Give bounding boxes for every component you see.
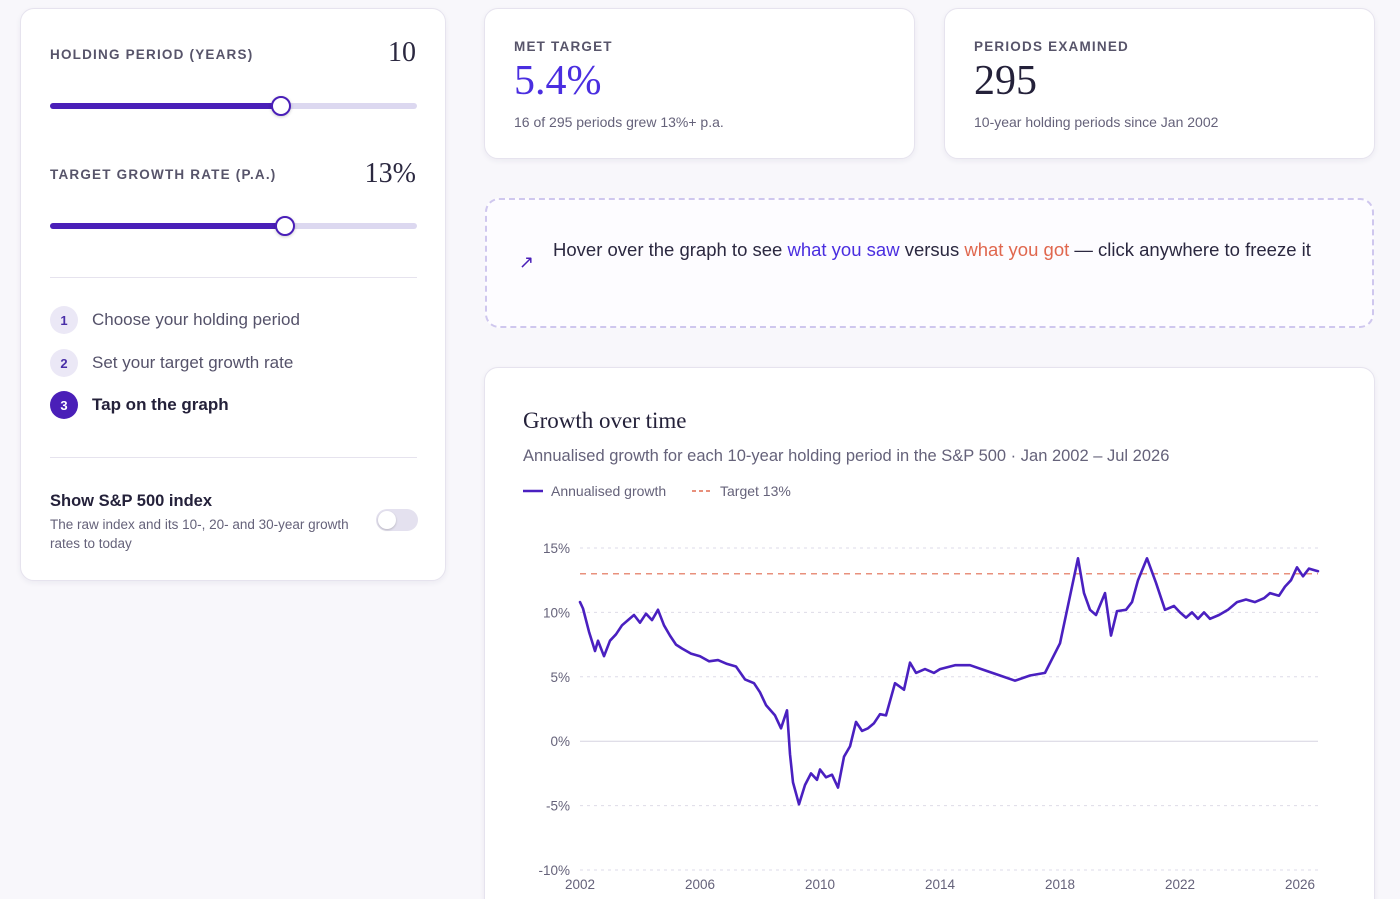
legend-swatch-target bbox=[692, 490, 712, 492]
sp500-index-toggle[interactable] bbox=[376, 509, 418, 531]
divider bbox=[50, 457, 417, 458]
periods-examined-card: PERIODS EXAMINED 295 10-year holding per… bbox=[944, 8, 1375, 159]
target-rate-label: TARGET GROWTH RATE (P.A.) bbox=[50, 167, 277, 182]
chart-title: Growth over time bbox=[523, 408, 687, 433]
hover-hint-text: Hover over the graph to see what you saw… bbox=[553, 236, 1343, 264]
step-label: Tap on the graph bbox=[92, 395, 229, 414]
met-target-card: MET TARGET 5.4% 16 of 295 periods grew 1… bbox=[484, 8, 915, 159]
x-tick-label: 2014 bbox=[925, 877, 956, 892]
divider bbox=[50, 277, 417, 278]
step-number: 3 bbox=[50, 391, 78, 419]
legend-label-target: Target 13% bbox=[720, 483, 791, 499]
growth-chart-card: Growth over time Annualised growth for e… bbox=[484, 367, 1375, 899]
x-tick-label: 2018 bbox=[1045, 877, 1075, 892]
step-set-target-rate: 2 Set your target growth rate bbox=[50, 349, 293, 377]
x-tick-label: 2002 bbox=[565, 877, 595, 892]
x-tick-label: 2010 bbox=[805, 877, 835, 892]
step-label: Choose your holding period bbox=[92, 310, 300, 329]
growth-chart[interactable]: 15% 10% 5% 0% -5% -10%2002 2006 2010 2014 2018 202… bbox=[485, 368, 1376, 898]
holding-period-label: HOLDING PERIOD (YEARS) bbox=[50, 47, 254, 62]
y-tick-label: 5% bbox=[550, 670, 570, 685]
holding-period-thumb[interactable] bbox=[271, 96, 292, 116]
hint-text-post: — click anywhere to freeze it bbox=[1069, 239, 1311, 260]
sp500-toggle-title: Show S&P 500 index bbox=[50, 492, 213, 510]
hint-what-you-got: what you got bbox=[964, 239, 1070, 260]
step-number: 2 bbox=[50, 349, 78, 377]
legend-label-growth: Annualised growth bbox=[551, 483, 667, 499]
periods-examined-value: 295 bbox=[974, 58, 1037, 104]
hover-hint-box: ↗ Hover over the graph to see what you s… bbox=[485, 198, 1374, 328]
y-tick-label: 15% bbox=[543, 541, 570, 556]
y-tick-label: -5% bbox=[546, 799, 570, 814]
chart-subtitle: Annualised growth for each 10-year holdi… bbox=[523, 447, 1170, 465]
step-label: Set your target growth rate bbox=[92, 353, 294, 372]
holding-period-fill bbox=[50, 103, 282, 109]
target-rate-value: 13% bbox=[364, 158, 416, 189]
toggle-knob bbox=[378, 511, 396, 529]
x-tick-label: 2022 bbox=[1165, 877, 1195, 892]
hint-text-mid: versus bbox=[899, 239, 965, 260]
met-target-value: 5.4% bbox=[514, 58, 602, 104]
target-rate-thumb[interactable] bbox=[274, 216, 295, 236]
controls-panel: HOLDING PERIOD (YEARS) 10 TARGET GROWTH … bbox=[20, 8, 446, 581]
x-tick-label: 2026 bbox=[1285, 877, 1315, 892]
legend-item-growth: Annualised growth bbox=[523, 483, 666, 499]
target-rate-slider[interactable] bbox=[50, 216, 417, 236]
hint-what-you-saw: what you saw bbox=[787, 239, 900, 260]
periods-examined-label: PERIODS EXAMINED bbox=[974, 39, 1129, 54]
step-number: 1 bbox=[50, 306, 78, 334]
hint-text-pre: Hover over the graph to see bbox=[553, 239, 788, 260]
legend-swatch-growth bbox=[523, 489, 543, 493]
arrow-up-right-icon: ↗ bbox=[519, 252, 535, 272]
step-tap-graph: 3 Tap on the graph bbox=[50, 391, 229, 419]
x-tick-label: 2006 bbox=[685, 877, 715, 892]
y-tick-label: -10% bbox=[538, 863, 570, 878]
holding-period-value: 10 bbox=[388, 37, 416, 68]
step-choose-holding-period: 1 Choose your holding period bbox=[50, 306, 300, 334]
growth-series-line bbox=[578, 557, 1320, 806]
legend-item-target: Target 13% bbox=[692, 483, 791, 499]
met-target-note: 16 of 295 periods grew 13%+ p.a. bbox=[514, 114, 724, 130]
holding-period-slider[interactable] bbox=[50, 96, 417, 116]
sp500-toggle-description: The raw index and its 10-, 20- and 30-ye… bbox=[50, 517, 349, 551]
target-rate-fill bbox=[50, 223, 285, 229]
met-target-label: MET TARGET bbox=[514, 39, 613, 54]
y-tick-label: 0% bbox=[550, 734, 570, 749]
y-tick-label: 10% bbox=[543, 605, 570, 620]
periods-examined-note: 10-year holding periods since Jan 2002 bbox=[974, 114, 1219, 130]
